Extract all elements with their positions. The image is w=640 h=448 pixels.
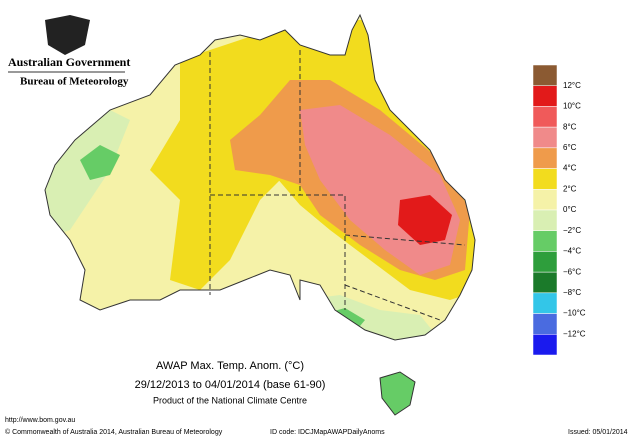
legend-swatch [532, 64, 558, 86]
legend-label: −6°C [563, 267, 581, 276]
tasmania [379, 371, 416, 416]
legend-swatch [532, 85, 558, 107]
state-borders [209, 50, 466, 321]
legend-swatch [532, 147, 558, 169]
legend-swatch [532, 126, 558, 149]
issued: Issued: 05/01/2014 [568, 429, 628, 436]
legend-label: −10°C [563, 309, 586, 318]
legend-swatch [532, 106, 558, 128]
government: Australian Government [8, 55, 130, 69]
map-product: Product of the National Climate Centre [153, 395, 307, 405]
cooler-region [80, 145, 120, 180]
legend-swatch [532, 168, 558, 190]
legend-swatch [532, 271, 558, 294]
url: http://www.bom.gov.au [5, 417, 75, 424]
legend: 12°C 10°C 8°C 6°C 4°C 2°C 0°C −2°C −4°C −6°C −8°C −… [532, 64, 586, 356]
legend-label: 0°C [563, 205, 577, 214]
bureau: Bureau of Meteorology [20, 76, 129, 88]
legend-label: 6°C [563, 143, 577, 152]
legend-label: −8°C [563, 288, 581, 297]
map [44, 14, 476, 416]
legend-swatch [532, 292, 558, 314]
legend-label: −2°C [563, 226, 581, 235]
legend-label: −4°C [563, 247, 581, 256]
legend-label: 4°C [563, 164, 577, 173]
legend-swatch [532, 189, 558, 211]
legend-swatch [532, 209, 558, 231]
id-code: ID code: IDCJMapAWAPDailyAnoms [270, 429, 385, 436]
legend-swatch [532, 230, 558, 252]
legend-swatch [532, 334, 558, 356]
legend-label: −12°C [563, 329, 586, 338]
logo [45, 15, 90, 55]
legend-label: 12°C [563, 81, 581, 90]
legend-swatch [532, 251, 558, 273]
extreme-region [398, 195, 452, 245]
legend-swatch [532, 313, 558, 335]
map-title: AWAP Max. Temp. Anom. (°C) [156, 360, 304, 372]
copyright: © Commonwealth of Australia 2014, Austra… [5, 428, 223, 436]
legend-label: 8°C [563, 122, 577, 131]
legend-label: 2°C [563, 184, 577, 193]
map-period: 29/12/2013 to 04/01/2014 (base 61-90) [135, 379, 326, 391]
legend-label: 10°C [563, 102, 581, 111]
